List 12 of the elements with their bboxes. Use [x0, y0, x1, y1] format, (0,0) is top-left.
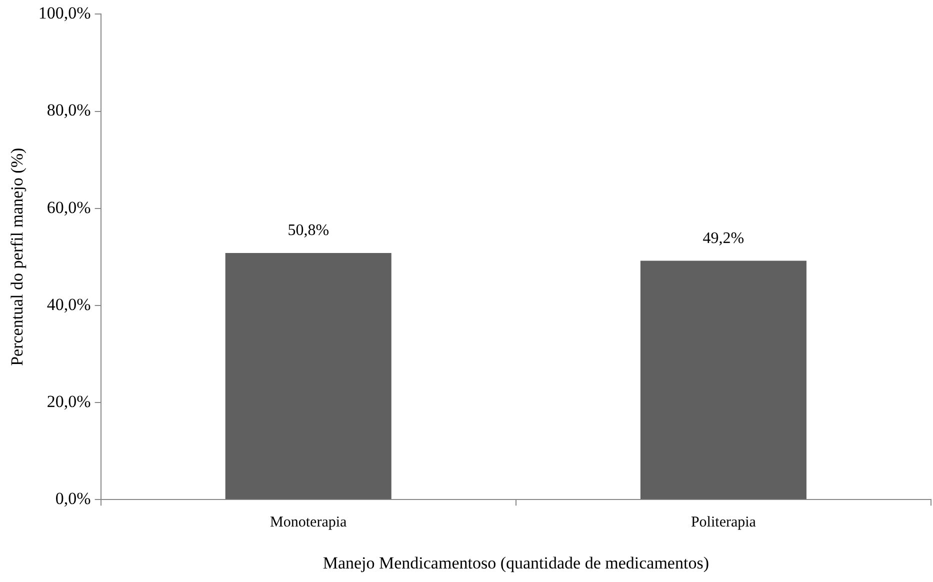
- y-tick-label: 20,0%: [46, 392, 91, 411]
- y-tick-label: 40,0%: [46, 294, 91, 314]
- data-label: 50,8%: [288, 222, 330, 240]
- x-tick-label: Politerapia: [690, 514, 756, 531]
- y-tick-label: 100,0%: [38, 4, 91, 23]
- x-tick-label: Monoterapia: [270, 514, 348, 531]
- y-tick-label: 0,0%: [55, 489, 91, 508]
- y-tick-label: 80,0%: [46, 100, 91, 120]
- x-axis-title: Manejo Mendicamentoso (quantidade de medicamentos): [322, 553, 709, 572]
- y-tick-label: 60,0%: [46, 198, 91, 217]
- y-axis-title: Percentual do perfil manejo (%): [8, 148, 27, 366]
- data-label: 49,2%: [702, 230, 744, 247]
